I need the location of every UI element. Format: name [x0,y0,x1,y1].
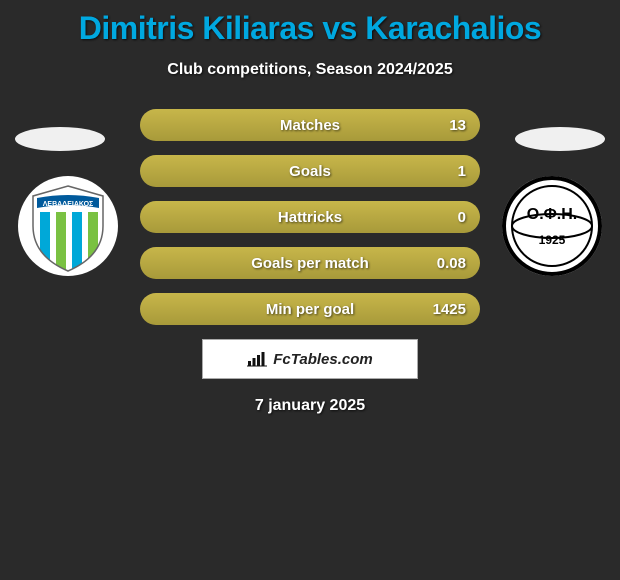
stat-row-matches: Matches 13 [140,109,480,141]
date-text: 7 january 2025 [0,397,620,415]
subtitle: Club competitions, Season 2024/2025 [0,61,620,79]
team-badge-left: ΛΕΒΑΔΕΙΑΚΟΣ [18,176,118,276]
badge-left-text: ΛΕΒΑΔΕΙΑΚΟΣ [43,201,94,208]
stat-label: Matches [140,117,480,134]
stat-label: Goals per match [140,255,480,272]
team-badge-right: Ο.Φ.Η. 1925 [502,176,602,276]
badge-right-year: 1925 [539,233,566,247]
stats-container: Matches 13 Goals 1 Hattricks 0 Goals per… [140,109,480,325]
stat-label: Min per goal [140,301,480,318]
page-title: Dimitris Kiliaras vs Karachalios [0,0,620,47]
chart-icon [247,351,267,367]
ellipse-right [515,127,605,151]
badge-right-text: Ο.Φ.Η. [527,206,577,223]
ellipse-left [15,127,105,151]
stat-row-goals: Goals 1 [140,155,480,187]
stat-row-goals-per-match: Goals per match 0.08 [140,247,480,279]
stat-row-min-per-goal: Min per goal 1425 [140,293,480,325]
credit-text: FcTables.com [273,351,372,368]
stat-label: Goals [140,163,480,180]
stat-label: Hattricks [140,209,480,226]
stat-row-hattricks: Hattricks 0 [140,201,480,233]
credit-box: FcTables.com [202,339,418,379]
